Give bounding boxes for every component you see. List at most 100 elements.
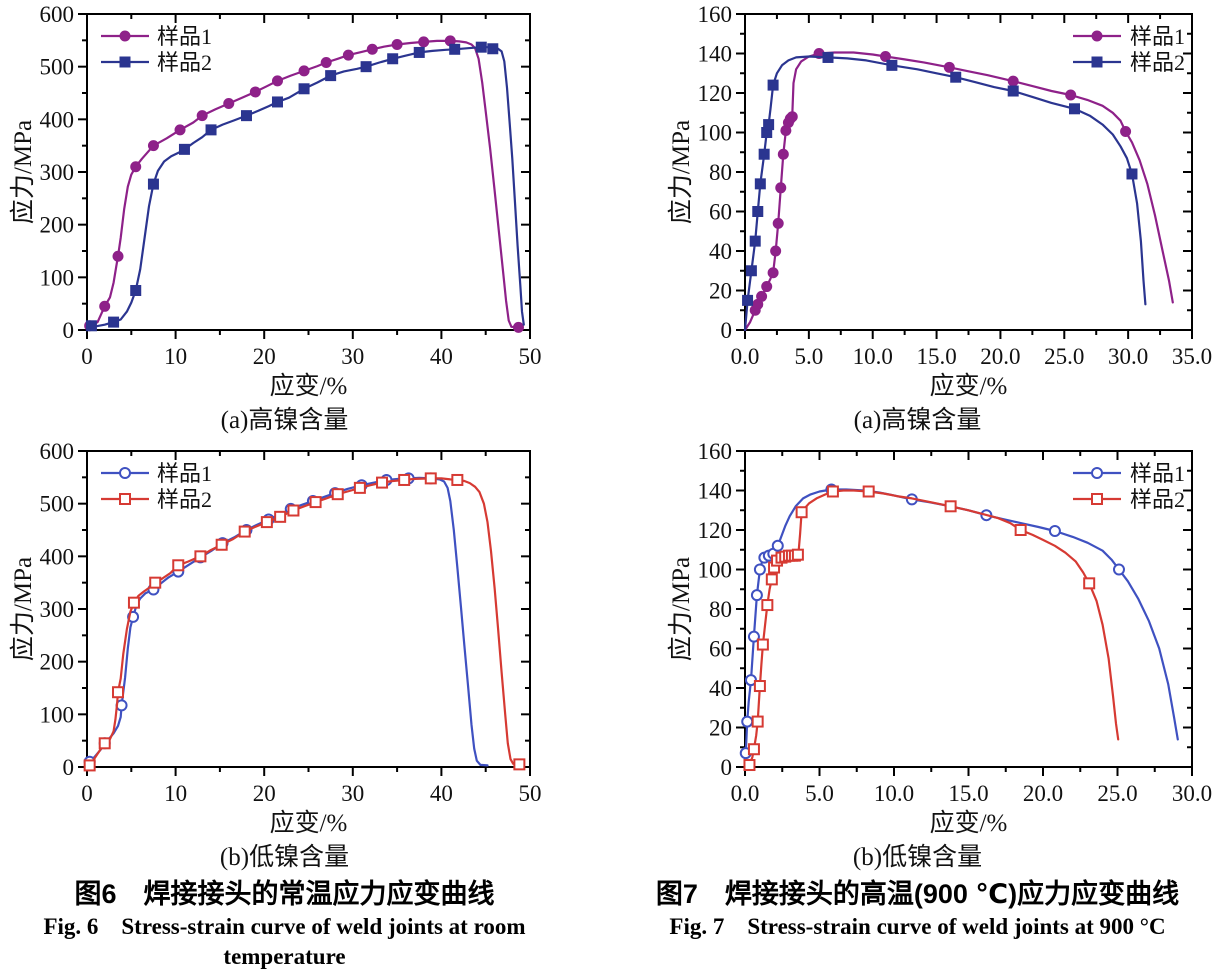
y-tick-label: 100 <box>698 558 733 583</box>
x-tick-label: 0.0 <box>731 781 760 806</box>
plot-box <box>86 13 531 331</box>
series-1-line <box>85 477 521 767</box>
series-0-marker <box>99 300 111 312</box>
series-1-marker <box>360 61 372 73</box>
series-0-marker <box>223 98 235 110</box>
x-tick-label: 20.0 <box>980 344 1020 369</box>
legend-label: 样品2 <box>1130 50 1185 75</box>
series-0-marker <box>112 250 124 262</box>
series-1-marker <box>451 473 464 486</box>
series-0-marker <box>1007 75 1019 87</box>
y-tick-label: 500 <box>40 55 75 80</box>
series-0-marker <box>342 49 354 61</box>
series-0-line <box>743 51 1174 332</box>
series-0-marker <box>1065 89 1077 101</box>
series-1-marker <box>205 124 217 136</box>
y-axis-label: 应力/MPa <box>9 557 37 661</box>
x-axis-label: 应变/% <box>270 372 348 400</box>
y-axis-label: 应力/MPa <box>667 557 695 661</box>
x-tick-label: 35.0 <box>1172 344 1212 369</box>
series-1-marker <box>944 500 957 513</box>
y-tick-label: 200 <box>40 213 75 238</box>
fig6-title-cn: 图6 焊接接头的常温应力应变曲线 <box>74 879 495 909</box>
y-tick-label: 300 <box>40 160 75 185</box>
series-0-marker <box>418 36 430 48</box>
series-1-marker <box>298 83 310 95</box>
series-1-marker <box>795 506 808 519</box>
y-tick-label: 0 <box>63 755 75 780</box>
legend-label: 样品1 <box>1130 461 1185 486</box>
series-1-marker <box>950 71 962 83</box>
series-1-marker <box>753 680 766 693</box>
x-tick-label: 40 <box>430 781 453 806</box>
y-tick-label: 60 <box>709 200 732 225</box>
y-tick-label: 100 <box>698 121 733 146</box>
x-tick-label: 0 <box>81 344 93 369</box>
y-tick-label: 600 <box>40 439 75 464</box>
series-1-marker <box>758 148 770 160</box>
x-tick-label: 25.0 <box>1097 781 1137 806</box>
y-tick-label: 60 <box>709 637 732 662</box>
x-tick-label: 0 <box>81 781 93 806</box>
y-tick-label: 0 <box>63 318 75 343</box>
x-tick-label: 10.0 <box>874 781 914 806</box>
series-1-marker <box>1007 85 1019 97</box>
series-1-marker <box>387 53 399 65</box>
x-tick-label: 15.0 <box>916 344 956 369</box>
y-tick-label: 40 <box>709 676 732 701</box>
series-0-marker <box>772 217 784 229</box>
series-0-marker <box>756 290 768 302</box>
series-0-marker <box>512 321 524 333</box>
x-axis-label: 应变/% <box>930 809 1008 837</box>
x-tick-label: 10.0 <box>853 344 893 369</box>
series-0-marker <box>750 589 763 602</box>
series-0-marker <box>298 65 310 77</box>
series-0-marker <box>741 715 754 728</box>
series-0-marker <box>174 124 186 136</box>
y-tick-label: 20 <box>709 716 732 741</box>
x-tick-label: 40 <box>430 344 453 369</box>
journal-figure-page: { "figures": { "fig6": { "title_cn": "图6… <box>9 2 1213 969</box>
legend-marker <box>119 493 131 505</box>
series-0-marker <box>196 110 208 122</box>
fig6a-chart: 0 10 20 30 40 500100200300400500600应变/%应力/MPa… <box>9 2 542 400</box>
series-1-marker <box>424 472 437 485</box>
series-1-marker <box>767 79 779 91</box>
fig7-title-cn: 图7 焊接接头的高温(900 ℃)应力应变曲线 <box>655 879 1180 909</box>
fig7b-caption: (b)低镍含量 <box>852 844 983 871</box>
series-0-marker <box>775 182 787 194</box>
series-1-marker <box>178 143 190 155</box>
y-tick-label: 20 <box>709 279 732 304</box>
series-0-line <box>85 476 489 767</box>
legend-marker <box>1091 56 1103 68</box>
series-1-marker <box>1069 103 1081 115</box>
fig6-title-en: Fig. 6 Stress-strain curve of weld joint… <box>43 914 526 969</box>
series-1-marker <box>475 41 487 53</box>
series-0-marker <box>943 61 955 73</box>
y-axis-label: 应力/MPa <box>9 120 37 224</box>
series-0-marker <box>879 50 891 62</box>
y-tick-label: 100 <box>40 702 75 727</box>
series-1-marker <box>1126 168 1138 180</box>
series-1-marker <box>127 596 140 609</box>
y-tick-label: 40 <box>709 239 732 264</box>
series-1-marker <box>1014 524 1027 536</box>
series-1-marker <box>747 743 760 756</box>
x-axis-label: 应变/% <box>270 809 348 837</box>
x-tick-label: 50 <box>519 344 542 369</box>
plot-box <box>744 13 1193 331</box>
x-tick-label: 10 <box>164 344 187 369</box>
y-tick-label: 400 <box>40 544 75 569</box>
series-0-marker <box>771 539 784 552</box>
legend-label: 样品1 <box>157 461 212 486</box>
series-1-marker <box>742 294 754 306</box>
series-1-marker <box>215 538 228 551</box>
series-1-marker <box>749 235 761 247</box>
x-tick-label: 30 <box>341 781 364 806</box>
series-0-marker <box>130 161 142 173</box>
x-tick-label: 15.0 <box>948 781 988 806</box>
series-1-marker <box>761 599 774 612</box>
series-1-marker <box>325 70 337 82</box>
series-0-marker <box>767 267 779 279</box>
series-0-marker <box>1112 563 1125 576</box>
